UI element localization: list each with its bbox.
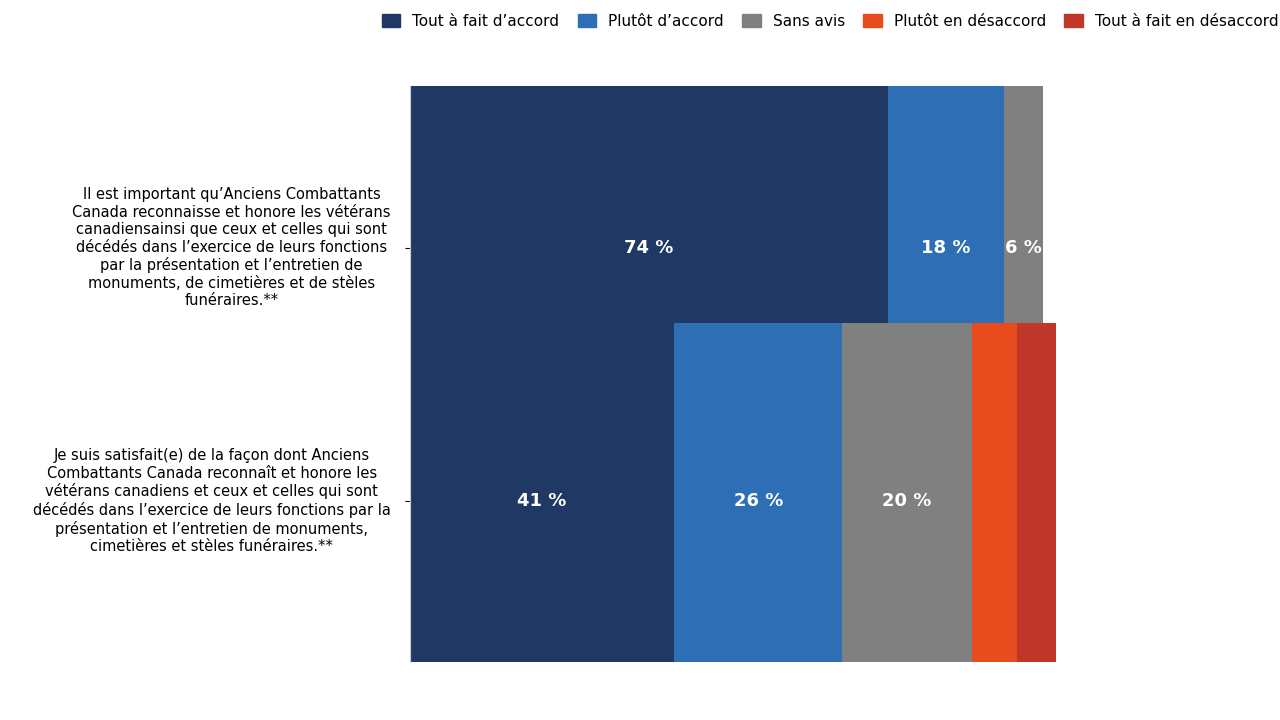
Text: 41 %: 41 % bbox=[517, 492, 567, 510]
Bar bbox=[1016, 323, 1056, 680]
Text: 18 %: 18 % bbox=[922, 239, 970, 257]
Bar bbox=[842, 323, 972, 680]
Bar bbox=[410, 69, 888, 426]
Bar bbox=[675, 323, 842, 680]
Text: 20 %: 20 % bbox=[882, 492, 932, 510]
Text: 6 %: 6 % bbox=[1005, 239, 1042, 257]
Bar bbox=[1004, 69, 1043, 426]
Text: 74 %: 74 % bbox=[623, 239, 673, 257]
Bar bbox=[972, 323, 1016, 680]
Legend: Tout à fait d’accord, Plutôt d’accord, Sans avis, Plutôt en désaccord, Tout à fa: Tout à fait d’accord, Plutôt d’accord, S… bbox=[375, 8, 1280, 35]
Bar bbox=[410, 323, 675, 680]
Text: 26 %: 26 % bbox=[733, 492, 783, 510]
Bar bbox=[888, 69, 1004, 426]
